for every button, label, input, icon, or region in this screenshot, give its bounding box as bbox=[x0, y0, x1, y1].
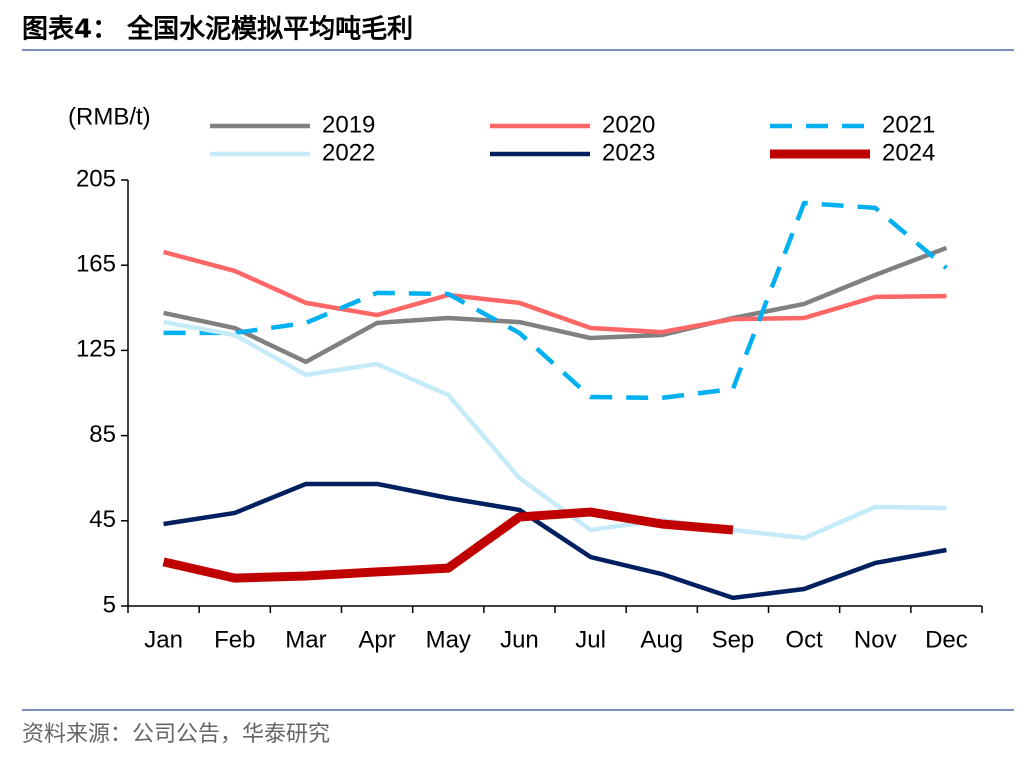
y-tick-label: 205 bbox=[76, 165, 116, 192]
series-line bbox=[163, 200, 948, 401]
page-title: 图表4： 全国水泥模拟平均吨毛利 bbox=[22, 14, 413, 45]
x-tick-label: Jan bbox=[144, 626, 183, 653]
legend-label: 2023 bbox=[602, 139, 655, 166]
y-tick-label: 85 bbox=[89, 421, 116, 448]
y-tick-label: 45 bbox=[89, 506, 116, 533]
x-tick-label: Nov bbox=[854, 626, 897, 653]
series-line bbox=[163, 245, 948, 365]
legend-label: 2021 bbox=[882, 111, 935, 138]
x-tick-label: Jun bbox=[500, 626, 539, 653]
series-line bbox=[163, 319, 947, 541]
y-tick-label: 165 bbox=[76, 251, 116, 278]
series-line bbox=[162, 507, 734, 583]
legend-label: 2024 bbox=[882, 139, 935, 166]
x-tick-label: Jul bbox=[575, 626, 606, 653]
series-line bbox=[163, 249, 947, 335]
source-note: 资料来源：公司公告，华泰研究 bbox=[22, 722, 330, 747]
x-tick-label: Oct bbox=[785, 626, 823, 653]
x-tick-label: Apr bbox=[358, 626, 395, 653]
series-line bbox=[163, 481, 947, 601]
x-tick-label: Dec bbox=[925, 626, 968, 653]
x-tick-label: May bbox=[426, 626, 471, 653]
x-tick-label: Sep bbox=[712, 626, 755, 653]
y-tick-label: 5 bbox=[103, 591, 116, 618]
x-tick-label: Feb bbox=[214, 626, 255, 653]
legend-label: 2019 bbox=[322, 111, 375, 138]
y-tick-label: 125 bbox=[76, 336, 116, 363]
legend-label: 2022 bbox=[322, 139, 375, 166]
x-tick-label: Aug bbox=[640, 626, 683, 653]
x-tick-label: Mar bbox=[285, 626, 326, 653]
y-axis-label: (RMB/t) bbox=[68, 103, 151, 130]
legend-label: 2020 bbox=[602, 111, 655, 138]
